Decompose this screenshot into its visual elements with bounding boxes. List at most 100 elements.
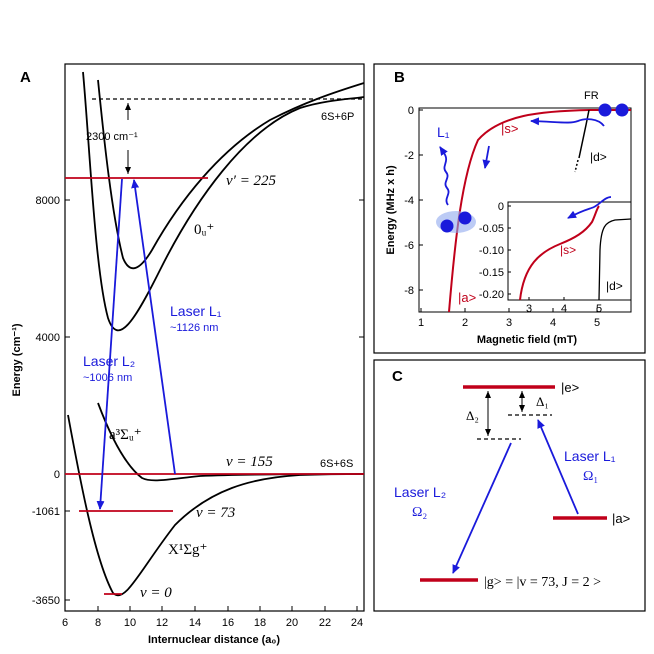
panel-b-inset: 0 -0.05 -0.10 -0.15 -0.20 3 4 5 |s> |d> (479, 196, 632, 315)
panel-b-xtick-5: 5 (594, 317, 600, 329)
laser-L1-rabi: Ω₁ (583, 469, 598, 484)
inset-ytick-010: -0.10 (479, 245, 504, 257)
panel-b-ytick-0: 0 (408, 105, 414, 117)
state-0u-label: 0ᵤ⁺ (194, 222, 214, 238)
atom-pair-right (615, 103, 629, 117)
state-d-dotted (574, 159, 579, 173)
panel-b-frame (373, 63, 646, 354)
label-FR: FR (584, 90, 599, 102)
inset-label-s: |s> (560, 243, 576, 257)
label-a: |a> (458, 290, 476, 305)
laser-L2-label: Laser L₂ (83, 353, 135, 369)
level-v155-label: v = 155 (226, 454, 273, 470)
inset-ytick-005: -0.05 (479, 223, 504, 235)
panel-b-ytick-4: -4 (404, 195, 414, 207)
state-X1-label: X¹Σg⁺ (168, 542, 207, 558)
asymptote-upper-label: 6S+6P (321, 111, 354, 123)
laser-L1-label-c: Laser L₁ (564, 448, 616, 464)
panel-a-xtick-20: 20 (286, 617, 298, 629)
panel-a-xtick-14: 14 (189, 617, 201, 629)
level-e-label: |e> (561, 380, 579, 395)
inset-label-d: |d> (606, 279, 623, 293)
level-g-label: |g> = |v = 73, J = 2 > (484, 575, 601, 590)
state-a3-label: a³Σᵤ⁺ (109, 427, 142, 443)
panel-c-letter: C (392, 368, 403, 385)
panel-b-ytick-2: -2 (404, 150, 414, 162)
label-d: |d> (590, 150, 607, 164)
delta1-label: Δ₁ (536, 394, 549, 409)
panel-b-xtick-1: 1 (418, 317, 424, 329)
inset-state-d-curve (598, 218, 632, 301)
inset-state-s-curve (519, 205, 600, 301)
inset-ytick-0: 0 (498, 201, 504, 213)
panel-c: C Δ₂ Δ₁ |e> |a> |g> = |v = 73, J = 2 > L… (373, 359, 646, 612)
laser-L1-arrow (131, 179, 176, 475)
panel-c-frame (373, 359, 646, 612)
atom-pair-left (598, 103, 612, 117)
panel-a-frame (64, 63, 365, 612)
panel-a-xlabel: Internuclear distance (a₀) (148, 634, 280, 646)
inset-xtick-4: 4 (561, 303, 567, 315)
panel-b: B 0 -2 -4 -6 -8 1 2 3 4 5 Magnetic field… (373, 63, 646, 354)
level-a-label: |a> (612, 511, 630, 526)
inset-ytick-020: -0.20 (479, 289, 504, 301)
panel-a-xtick-24: 24 (351, 617, 363, 629)
panel-a-xtick-12: 12 (156, 617, 168, 629)
panel-b-tick-marks (419, 109, 598, 312)
label-s: |s> (501, 121, 518, 136)
panel-a-ytick-8000: 8000 (36, 195, 60, 207)
panel-a-xtick-6: 6 (62, 617, 68, 629)
ramp-arrow (530, 117, 605, 127)
laser-L2-rabi: Ω₂ (412, 505, 427, 520)
laser-L1-wavelength: ~1126 nm (170, 322, 218, 334)
panel-a-ytick-3650: -3650 (32, 595, 60, 607)
laser-L2-transition-arrow (452, 442, 512, 574)
panel-a-xtick-8: 8 (95, 617, 101, 629)
delta2-label: Δ₂ (466, 408, 479, 423)
panel-a-ytick-0: 0 (54, 469, 60, 481)
gap-label: 2300 cm⁻¹ (86, 131, 138, 143)
panel-a-ytick-marks (65, 199, 364, 601)
inset-xtick-3: 3 (526, 303, 532, 315)
laser-L2-arrow (96, 178, 123, 510)
laser-L1-label: Laser L₁ (170, 303, 222, 319)
excited-potential-curve-inner (82, 71, 365, 332)
panel-b-ytick-8: -8 (404, 285, 414, 297)
panel-b-xtick-2: 2 (462, 317, 468, 329)
panel-b-letter: B (394, 69, 405, 86)
panel-b-xtick-3: 3 (506, 317, 512, 329)
laser-L2-label-c: Laser L₂ (394, 484, 446, 500)
panel-b-xlabel: Magnetic field (mT) (477, 334, 578, 346)
state-a-curve (448, 109, 631, 313)
panel-a-xtick-16: 16 (222, 617, 234, 629)
panel-a-ytick-4000: 4000 (36, 332, 60, 344)
panel-a-ytick-1061: -1061 (32, 506, 60, 518)
inset-ytick-015: -0.15 (479, 267, 504, 279)
level-v73-label: v = 73 (196, 505, 235, 521)
inset-ramp-arrow (567, 196, 612, 219)
molecule-atom-left (440, 219, 454, 233)
panel-b-ylabel: Energy (MHz x h) (385, 165, 397, 255)
state-d-curve (578, 109, 590, 159)
excited-potential-curve-0u (97, 79, 365, 270)
panel-a-letter: A (20, 69, 31, 86)
panel-a: A 8000 4000 0 -1061 -3650 (11, 63, 365, 646)
ramp-down-arrow (482, 145, 491, 169)
level-v0-label: v = 0 (140, 585, 172, 601)
inset-xtick-5: 5 (596, 303, 602, 315)
L1-wavy-arrow (439, 146, 450, 206)
panel-b-ytick-6: -6 (404, 240, 414, 252)
panel-a-xtick-18: 18 (254, 617, 266, 629)
panel-b-xtick-4: 4 (550, 317, 556, 329)
molecule-atom-right (458, 211, 472, 225)
panel-a-xtick-22: 22 (319, 617, 331, 629)
label-L1: L₁ (437, 124, 450, 140)
panel-a-xtick-10: 10 (124, 617, 136, 629)
level-v225-label: v′ = 225 (226, 173, 277, 189)
asymptote-lower-label: 6S+6S (320, 458, 353, 470)
panel-a-xtick-marks (64, 606, 358, 611)
panel-a-ylabel: Energy (cm⁻¹) (11, 323, 23, 396)
laser-L2-wavelength: ~1006 nm (83, 372, 132, 384)
laser-L1-transition-arrow (537, 419, 579, 515)
